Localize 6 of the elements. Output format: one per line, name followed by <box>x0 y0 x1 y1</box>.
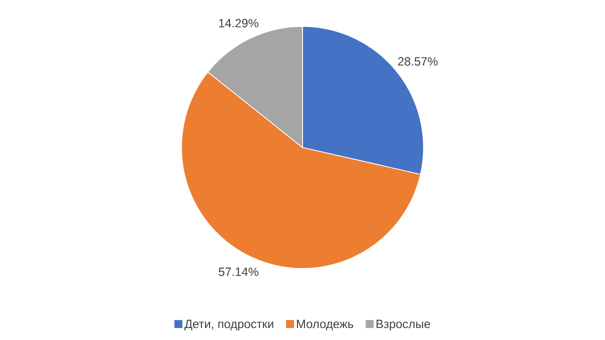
data-label: 28.57% <box>398 57 438 66</box>
legend-label: Дети, подростки <box>184 320 274 330</box>
legend-label: Взрослые <box>376 320 430 330</box>
data-label: 57.14% <box>218 267 258 276</box>
data-label: 14.29% <box>219 18 258 28</box>
legend-label: Молодежь <box>296 320 354 330</box>
